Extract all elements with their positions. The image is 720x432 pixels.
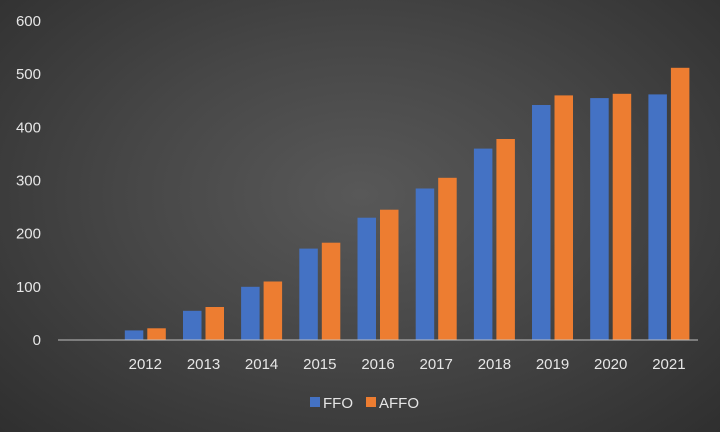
bar-affo-2021 xyxy=(670,67,690,341)
y-tick-label: 100 xyxy=(16,279,41,296)
x-tick-label: 2020 xyxy=(594,356,627,373)
x-tick-label: 2013 xyxy=(187,356,220,373)
x-tick-label: 2012 xyxy=(129,356,162,373)
bar-affo-2014 xyxy=(263,281,283,340)
y-tick-label: 0 xyxy=(33,332,41,349)
y-tick-label: 300 xyxy=(16,173,41,190)
x-tick-label: 2018 xyxy=(478,356,511,373)
bar-affo-2016 xyxy=(380,209,399,340)
legend: FFO AFFO xyxy=(310,395,419,412)
bar-affo-2013 xyxy=(205,307,224,340)
x-tick-label: 2021 xyxy=(652,356,685,373)
bar-ffo-2017 xyxy=(415,188,435,340)
bar-affo-2012 xyxy=(147,328,166,340)
plot-area xyxy=(124,67,690,341)
legend-swatch-ffo xyxy=(310,397,320,407)
bar-ffo-2014 xyxy=(241,286,260,340)
y-tick-label: 200 xyxy=(16,226,41,243)
bar-affo-2019 xyxy=(554,95,573,341)
bar-affo-2015 xyxy=(321,242,341,340)
bar-ffo-2016 xyxy=(357,217,376,340)
x-tick-label: 2017 xyxy=(420,356,453,373)
legend-label-ffo: FFO xyxy=(323,395,353,412)
legend-swatch-affo xyxy=(366,397,376,407)
bar-affo-2018 xyxy=(496,139,515,340)
y-axis: 0 100 200 300 400 500 600 xyxy=(16,13,41,349)
y-tick-label: 500 xyxy=(16,66,41,83)
y-tick-label: 400 xyxy=(16,119,41,136)
bar-affo-2020 xyxy=(612,93,632,340)
bar-ffo-2020 xyxy=(590,98,609,340)
bar-ffo-2021 xyxy=(648,94,667,341)
bar-ffo-2013 xyxy=(183,310,202,340)
legend-label-affo: AFFO xyxy=(379,395,419,412)
x-tick-label: 2014 xyxy=(245,356,278,373)
bar-affo-2017 xyxy=(438,177,457,340)
x-tick-label: 2016 xyxy=(361,356,394,373)
x-axis: 2012 2013 2014 2015 2016 2017 2018 2019 2020 2021 xyxy=(129,356,686,373)
bar-ffo-2015 xyxy=(299,248,318,340)
x-tick-label: 2015 xyxy=(303,356,336,373)
x-tick-label: 2019 xyxy=(536,356,569,373)
bar-ffo-2019 xyxy=(532,105,551,340)
bar-ffo-2012 xyxy=(124,330,144,340)
y-tick-label: 600 xyxy=(16,13,41,30)
bar-ffo-2018 xyxy=(473,148,493,340)
